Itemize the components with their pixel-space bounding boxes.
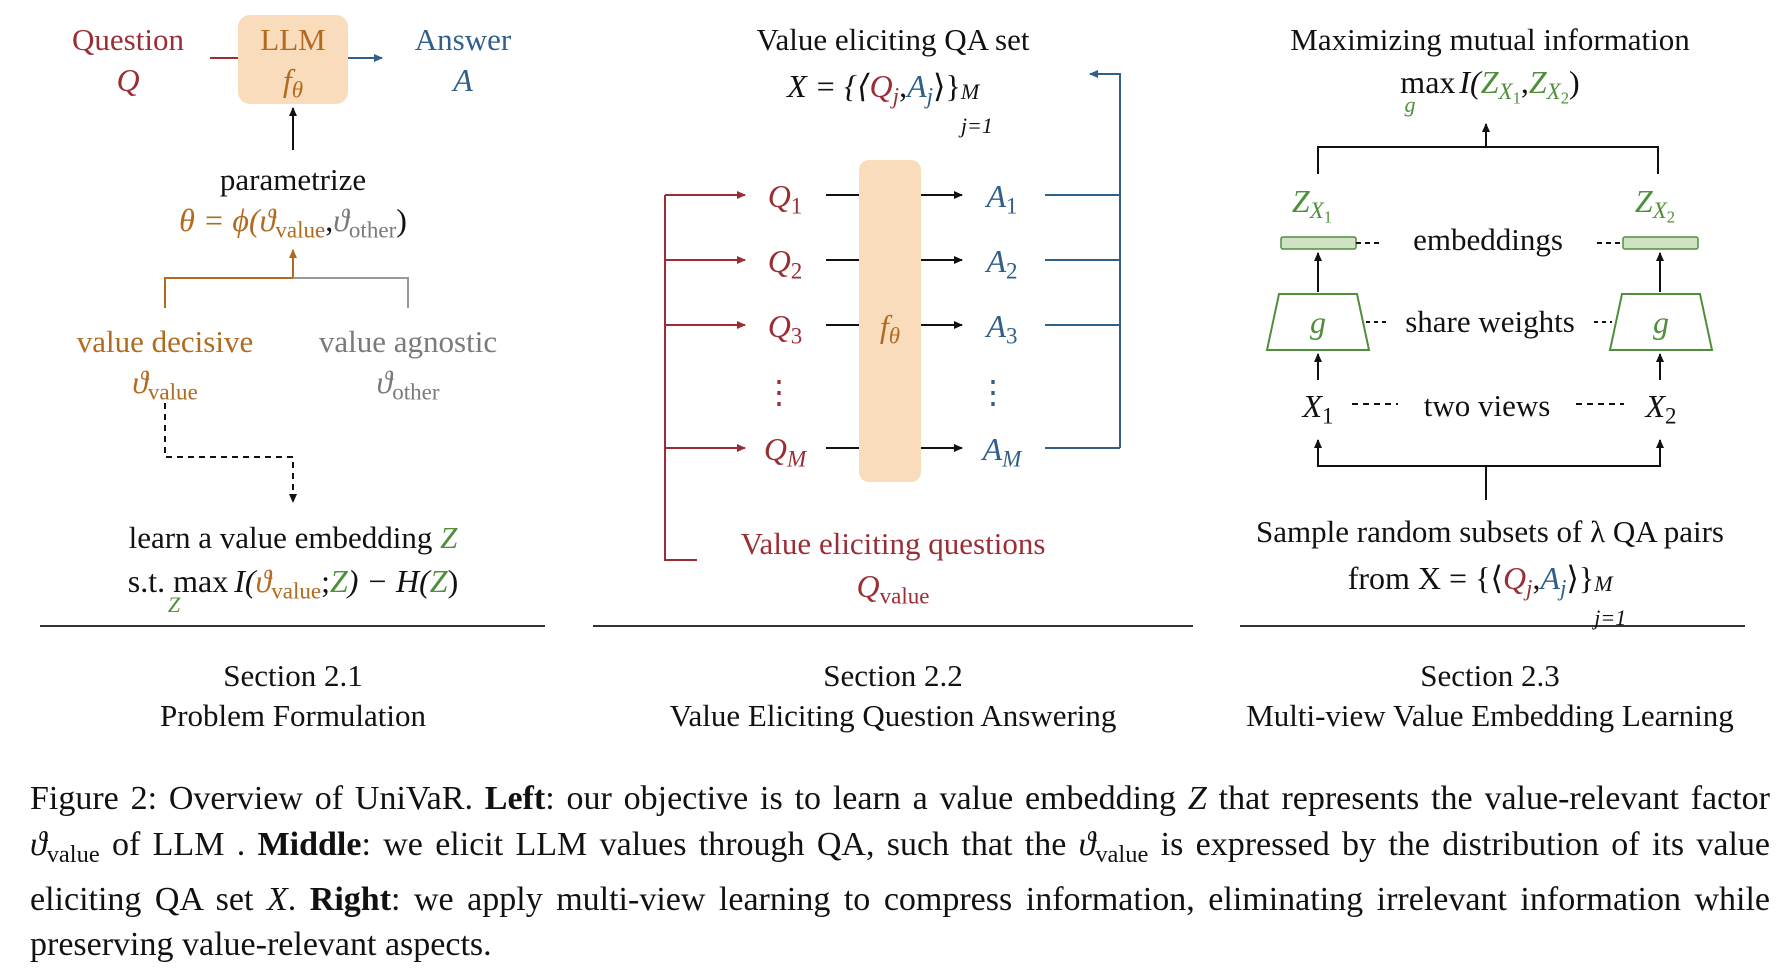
value-decisive-symbol: ϑvalue — [132, 364, 198, 405]
views-to-mi-bracket — [1317, 146, 1659, 174]
x2-label: X2 — [1645, 388, 1677, 429]
x1-label: X1 — [1302, 388, 1334, 429]
objective-max-subscript: Z — [167, 592, 181, 617]
value-decisive-label: value decisive — [76, 324, 254, 359]
sample-subsets-line: Sample random subsets of λ QA pairs — [1256, 514, 1724, 549]
answer-ellipsis: ⋮ — [977, 374, 1009, 410]
llm-box — [238, 15, 348, 104]
qa-set-title: Value eliciting QA set — [756, 22, 1030, 57]
llm-label: LLM — [260, 22, 326, 57]
encoder-g-left — [1265, 293, 1371, 351]
section-2-2: Section 2.2 — [823, 658, 963, 693]
f-theta-label: fθ — [879, 308, 901, 349]
answer-3: A3 — [986, 308, 1018, 349]
theta-branch-orange — [164, 277, 293, 308]
question-label: Question — [72, 22, 184, 57]
figure-caption: Figure 2: Overview of UniVaR. Left: our … — [30, 780, 1771, 964]
decisive-dashed-arrow — [164, 403, 297, 503]
sample-split-bracket-right — [1486, 439, 1664, 467]
z-x2-label: ZX2 — [1634, 183, 1676, 228]
llm-f-theta: fθ — [282, 62, 304, 103]
question-symbol: Q — [116, 62, 140, 98]
section-2-3-title: Multi-view Value Embedding Learning — [1246, 698, 1734, 733]
section-2-1: Section 2.1 — [223, 658, 363, 693]
mi-formula: max I(ZX1,ZX2) — [1400, 64, 1580, 109]
g-left-label: g — [1310, 304, 1326, 340]
value-agnostic-label: value agnostic — [318, 324, 498, 359]
section-2-3: Section 2.3 — [1420, 658, 1560, 693]
veq-bracket — [664, 195, 697, 561]
section-2-1-title: Problem Formulation — [159, 698, 427, 733]
answer-label: Answer — [414, 22, 512, 57]
embedding-bar-right — [1622, 236, 1699, 250]
answer-1: A1 — [986, 178, 1018, 219]
veq-label: Value eliciting questions — [740, 526, 1046, 561]
sample-split-bracket — [1314, 439, 1487, 500]
question-2: Q2 — [767, 243, 803, 284]
question-ellipsis: ⋮ — [763, 374, 795, 410]
theta-branch-gray — [293, 277, 409, 308]
z-x1-label: ZX1 — [1291, 183, 1333, 228]
objective-line: s.t. max I(ϑvalue;Z) − H(Z) — [127, 563, 459, 604]
answer-2: A2 — [986, 243, 1018, 284]
theta-equation: θ = ϕ(ϑvalue,ϑother) — [179, 202, 407, 243]
learn-embedding-line: learn a value embedding Z — [128, 520, 458, 555]
question-3: Q3 — [767, 308, 803, 349]
two-views-label: two views — [1423, 388, 1551, 423]
f-theta-box — [859, 160, 921, 482]
embedding-bar-left — [1280, 236, 1357, 250]
value-agnostic-symbol: ϑother — [376, 364, 440, 405]
answer-symbol: A — [453, 62, 473, 98]
embeddings-label: embeddings — [1413, 222, 1563, 257]
parametrize-label: parametrize — [219, 162, 367, 197]
share-weights-label: share weights — [1405, 304, 1575, 339]
section-2-2-title: Value Eliciting Question Answering — [669, 698, 1117, 733]
mi-title: Maximizing mutual information — [1290, 22, 1690, 57]
g-right-label: g — [1653, 304, 1669, 340]
veq-symbol: Qvalue — [856, 568, 930, 609]
question-1: Q1 — [767, 178, 803, 219]
encoder-g-right — [1608, 293, 1714, 351]
answers-collect-arrow — [1089, 70, 1121, 448]
answer-m: AM — [982, 431, 1022, 472]
question-m: QM — [763, 431, 807, 472]
mi-max-subscript: g — [1404, 92, 1416, 117]
